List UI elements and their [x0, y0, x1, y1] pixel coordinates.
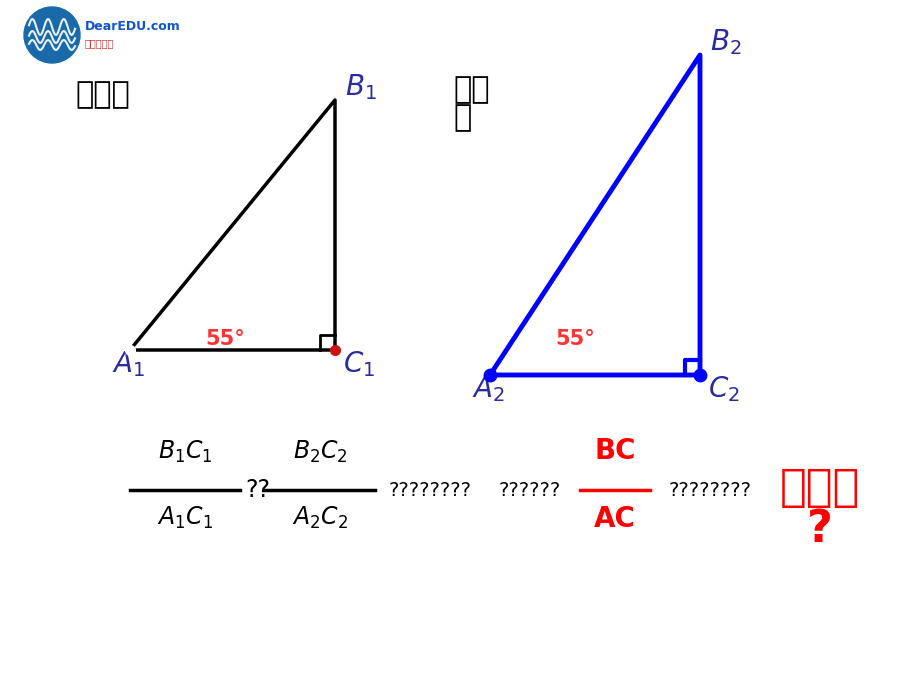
Text: $A_1C_1$: $A_1C_1$	[157, 505, 213, 531]
Text: $B_1$: $B_1$	[345, 72, 376, 102]
Circle shape	[24, 7, 80, 63]
Text: $C_2$: $C_2$	[708, 374, 739, 404]
Text: 小平: 小平	[452, 75, 489, 104]
Text: BC: BC	[594, 437, 635, 465]
Text: $B_1C_1$: $B_1C_1$	[157, 439, 212, 465]
Text: $C_1$: $C_1$	[343, 349, 375, 379]
Text: $A_1$: $A_1$	[112, 349, 145, 379]
Text: $B_2$: $B_2$	[709, 27, 741, 57]
Text: 为什么: 为什么	[779, 466, 859, 509]
Text: ????????: ????????	[668, 480, 751, 500]
Text: 第二教育网: 第二教育网	[85, 38, 114, 48]
Text: ??????: ??????	[498, 480, 561, 500]
Text: AC: AC	[594, 505, 635, 533]
Text: $B_2C_2$: $B_2C_2$	[292, 439, 347, 465]
Text: 55°: 55°	[554, 329, 594, 349]
Text: ????????: ????????	[388, 480, 471, 500]
Text: ?: ?	[806, 509, 832, 551]
Text: 小輝：: 小輝：	[75, 80, 130, 109]
Text: ：: ：	[452, 103, 471, 132]
Text: 55°: 55°	[205, 329, 244, 349]
Text: $A_2$: $A_2$	[471, 374, 505, 404]
Text: $A_2C_2$: $A_2C_2$	[291, 505, 347, 531]
Text: ??: ??	[245, 478, 270, 502]
Text: DearEDU.com: DearEDU.com	[85, 21, 180, 34]
